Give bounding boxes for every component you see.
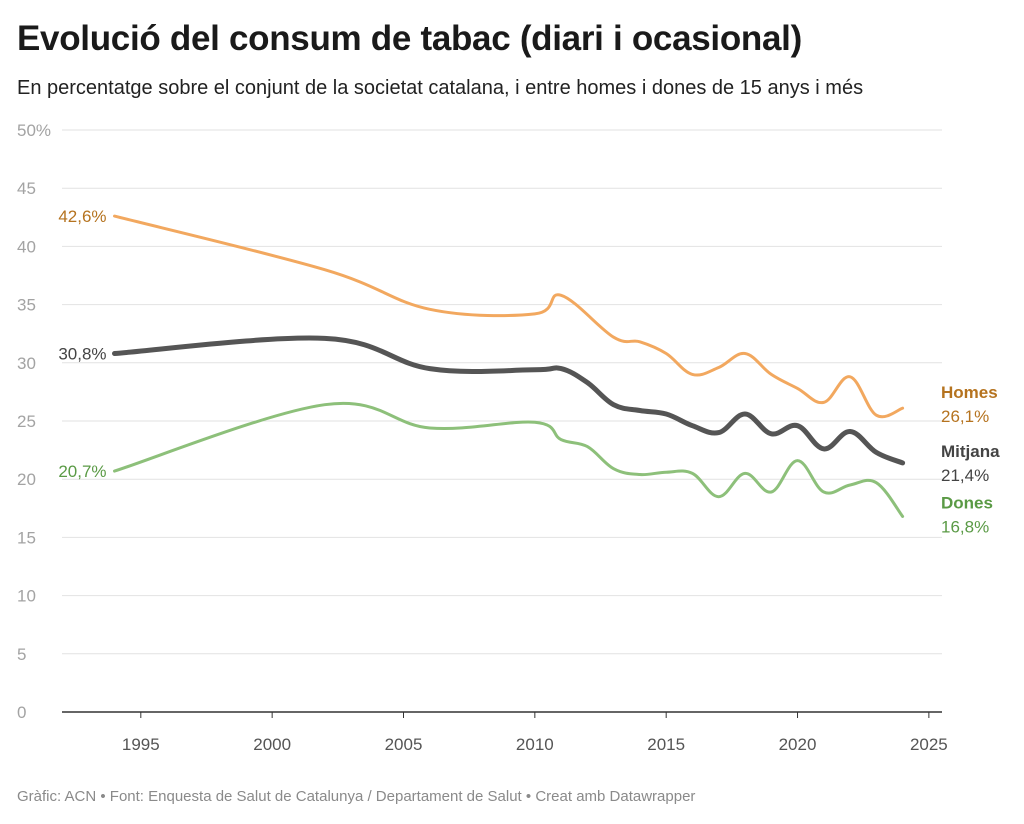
- end-value-dones: 16,8%: [941, 517, 989, 536]
- end-name-homes: Homes: [941, 383, 998, 402]
- series-line-homes: [113, 214, 905, 419]
- end-value-mitjana: 21,4%: [941, 466, 989, 485]
- x-tick-label: 2015: [647, 735, 685, 754]
- end-value-homes: 26,1%: [941, 407, 989, 426]
- y-tick-label: 0: [17, 703, 26, 722]
- chart-credit: Gràfic: ACN: [17, 788, 97, 805]
- end-name-dones: Dones: [941, 493, 993, 512]
- start-label-dones: 20,7%: [58, 462, 106, 481]
- series-labels: 42,6% Homes 26,1% 30,8% Mitjana 21,4% 20,7% Don…: [58, 207, 1000, 536]
- x-tick-label: 2000: [253, 735, 291, 754]
- page-subtitle: En percentatge sobre el conjunt de la so…: [17, 77, 864, 99]
- y-tick-label: 30: [17, 354, 36, 373]
- grid-lines: [62, 129, 942, 655]
- page-title: Evolució del consum de tabac (diari i oc…: [17, 19, 802, 58]
- x-tick-label: 2025: [910, 735, 948, 754]
- separator: •: [100, 788, 106, 805]
- y-tick-label: 20: [17, 470, 36, 489]
- y-tick-label: 10: [17, 587, 36, 606]
- y-tick-label: 35: [17, 296, 36, 315]
- end-name-mitjana: Mitjana: [941, 442, 1000, 461]
- tool-credit: Creat amb Datawrapper: [535, 788, 696, 805]
- series-line-mitjana: [112, 335, 906, 466]
- x-tick-label: 2005: [385, 735, 423, 754]
- footer-credits: Gràfic: ACN • Font: Enquesta de Salut de…: [17, 786, 1007, 808]
- data-source: Font: Enquesta de Salut de Catalunya / D…: [109, 788, 522, 805]
- y-tick-label: 5: [17, 645, 26, 664]
- x-tick-label: 2010: [516, 735, 554, 754]
- y-tick-label: 15: [17, 528, 36, 547]
- x-axis: 1995 2000 2005 2010 2015 2020 2025: [62, 711, 948, 754]
- start-label-homes: 42,6%: [58, 207, 106, 226]
- y-tick-label: 25: [17, 412, 36, 431]
- separator: •: [525, 788, 532, 805]
- y-tick-label: 45: [17, 179, 36, 198]
- start-label-mitjana: 30,8%: [58, 344, 106, 363]
- series-lines: [112, 214, 906, 518]
- y-tick-label: 50%: [17, 121, 51, 140]
- y-axis-ticks: 0 5 10 15 20 25 30 35 40 45 50%: [17, 121, 51, 722]
- series-line-dones: [113, 401, 905, 518]
- y-tick-label: 40: [17, 237, 36, 256]
- x-tick-label: 1995: [122, 735, 160, 754]
- x-tick-label: 2020: [779, 735, 817, 754]
